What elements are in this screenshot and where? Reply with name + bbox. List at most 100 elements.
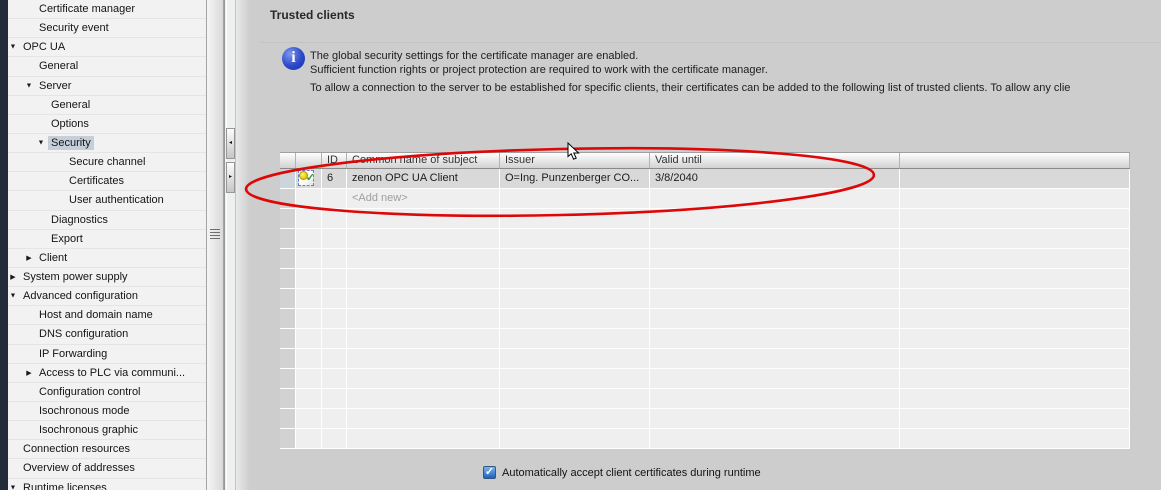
- column-header-valid-until[interactable]: Valid until: [650, 153, 900, 168]
- collapse-arrow-icon[interactable]: ▶: [26, 369, 32, 377]
- column-header-common-name-of-subject[interactable]: Common name of subject: [347, 153, 500, 168]
- sidebar-item-certificates[interactable]: Certificates: [8, 172, 206, 192]
- column-header-issuer[interactable]: Issuer: [500, 153, 650, 168]
- cell-blank: [347, 269, 500, 289]
- sidebar-item-diagnostics[interactable]: Diagnostics: [8, 211, 206, 230]
- sidebar-item-label: Overview of addresses: [23, 462, 135, 475]
- cell-blank: [650, 389, 900, 409]
- cell-blank: [296, 389, 322, 409]
- cell-certificate-icon[interactable]: [296, 169, 322, 189]
- sidebar-item-label: Isochronous mode: [39, 405, 130, 418]
- sidebar-item-user-authentication[interactable]: User authentication: [8, 191, 206, 211]
- cell-blank: [500, 249, 650, 269]
- cell-blank: [650, 269, 900, 289]
- content-edge-shading: [236, 0, 250, 490]
- sidebar-item-client[interactable]: ▶ Client: [8, 249, 206, 268]
- sidebar-item-secure-channel[interactable]: Secure channel: [8, 153, 206, 173]
- column-header-blank[interactable]: [280, 153, 296, 168]
- section-divider: [260, 42, 1161, 43]
- cell-blank: [650, 309, 900, 329]
- add-new-cell[interactable]: <Add new>: [347, 189, 500, 209]
- cell-blank: [650, 249, 900, 269]
- trusted-clients-panel: Trusted clients i The global security se…: [236, 0, 1161, 490]
- sidebar-item-label: Host and domain name: [39, 309, 153, 322]
- sidebar-item-configuration-control[interactable]: Configuration control: [8, 383, 206, 402]
- scrollbar-grip-icon[interactable]: [210, 229, 220, 240]
- sidebar-item-general[interactable]: General: [8, 96, 206, 115]
- collapse-arrow-icon[interactable]: ▶: [26, 254, 32, 262]
- sidebar-item-server[interactable]: ▼ Server: [8, 77, 206, 96]
- sidebar-item-security[interactable]: ▼ Security: [8, 134, 206, 154]
- cell-blank: [347, 209, 500, 229]
- sidebar-item-advanced-configuration[interactable]: ▼ Advanced configuration: [8, 287, 206, 307]
- cell-blank: [900, 429, 1130, 449]
- collapse-left-arrow-icon: ◂: [228, 140, 232, 146]
- checkbox-checked-icon[interactable]: ✓: [483, 466, 496, 479]
- expand-arrow-icon[interactable]: ▼: [9, 43, 17, 51]
- table-empty-row: [280, 229, 1130, 249]
- cell-blank: [347, 249, 500, 269]
- sidebar-item-options[interactable]: Options: [8, 115, 206, 134]
- cell-blank: [296, 289, 322, 309]
- table-header-row: ID Common name of subject Issuer Valid unti…: [280, 152, 1130, 169]
- info-line: The global security settings for the cer…: [310, 50, 639, 62]
- expand-pane-button[interactable]: ▸: [226, 162, 235, 193]
- sidebar-item-isochronous-graphic[interactable]: Isochronous graphic: [8, 421, 206, 441]
- settings-navigation-tree: Certificate manager Security event ▼ OPC UA…: [8, 0, 206, 490]
- cell-blank: [900, 229, 1130, 249]
- cell-blank: [900, 329, 1130, 349]
- sidebar-item-connection-resources[interactable]: Connection resources: [8, 440, 206, 460]
- collapse-pane-button[interactable]: ◂: [226, 128, 235, 159]
- sidebar-item-isochronous-mode[interactable]: Isochronous mode: [8, 402, 206, 422]
- sidebar-item-export[interactable]: Export: [8, 230, 206, 249]
- cell-blank: [322, 229, 347, 249]
- sidebar-item-certificate-manager[interactable]: Certificate manager: [8, 0, 206, 20]
- sidebar-item-system-power-supply[interactable]: ▶ System power supply: [8, 268, 206, 288]
- table-empty-row: [280, 369, 1130, 389]
- sidebar-item-label: Server: [39, 79, 72, 92]
- expand-arrow-icon[interactable]: ▼: [9, 484, 17, 490]
- info-icon: i: [282, 47, 305, 70]
- cell-issuer[interactable]: O=Ing. Punzenberger CO...: [500, 169, 650, 189]
- sidebar-item-general[interactable]: General: [8, 57, 206, 77]
- column-header-blank[interactable]: [900, 153, 1130, 168]
- collapse-arrow-icon[interactable]: ▶: [10, 274, 16, 282]
- sidebar-item-label: System power supply: [23, 271, 128, 284]
- column-header-blank[interactable]: [296, 153, 322, 168]
- sidebar-item-label: Options: [51, 117, 89, 130]
- cell-id[interactable]: 6: [322, 169, 347, 189]
- table-empty-row: [280, 249, 1130, 269]
- cell-common-name[interactable]: zenon OPC UA Client: [347, 169, 500, 189]
- sidebar-item-overview-of-addresses[interactable]: Overview of addresses: [8, 459, 206, 479]
- cell-blank: [500, 209, 650, 229]
- sidebar-item-dns-configuration[interactable]: DNS configuration: [8, 325, 206, 345]
- cell-blank: [322, 309, 347, 329]
- column-header-id[interactable]: ID: [322, 153, 347, 168]
- row-selector-cell[interactable]: [280, 169, 296, 189]
- sidebar-item-ip-forwarding[interactable]: IP Forwarding: [8, 345, 206, 364]
- auto-accept-checkbox-row[interactable]: ✓ Automatically accept client certificat…: [483, 466, 761, 479]
- sidebar-scrollbar[interactable]: [206, 0, 224, 490]
- cell-valid-until[interactable]: 3/8/2040: [650, 169, 900, 189]
- cell-blank: [500, 269, 650, 289]
- sidebar-item-label: Isochronous graphic: [39, 424, 139, 437]
- sidebar-item-access-to-plc-via-communi[interactable]: ▶ Access to PLC via communi...: [8, 364, 206, 383]
- info-line: To allow a connection to the server to b…: [310, 82, 1071, 94]
- cell-blank: [347, 389, 500, 409]
- sidebar-item-host-and-domain-name[interactable]: Host and domain name: [8, 306, 206, 326]
- cell-blank: [900, 249, 1130, 269]
- pane-splitter[interactable]: ◂ ▸: [224, 0, 236, 490]
- add-new-row[interactable]: <Add new>: [280, 189, 1130, 209]
- cell-blank: [347, 309, 500, 329]
- expand-arrow-icon[interactable]: ▼: [9, 292, 17, 300]
- cell-blank: [322, 349, 347, 369]
- row-selector-cell: [280, 249, 296, 269]
- cell-blank: [650, 189, 900, 209]
- expand-arrow-icon[interactable]: ▼: [37, 139, 45, 147]
- expand-arrow-icon[interactable]: ▼: [25, 82, 33, 90]
- sidebar-item-runtime-licenses[interactable]: ▼ Runtime licenses: [8, 479, 206, 490]
- cell-blank: [347, 369, 500, 389]
- sidebar-item-opc-ua[interactable]: ▼ OPC UA: [8, 38, 206, 58]
- sidebar-item-security-event[interactable]: Security event: [8, 19, 206, 39]
